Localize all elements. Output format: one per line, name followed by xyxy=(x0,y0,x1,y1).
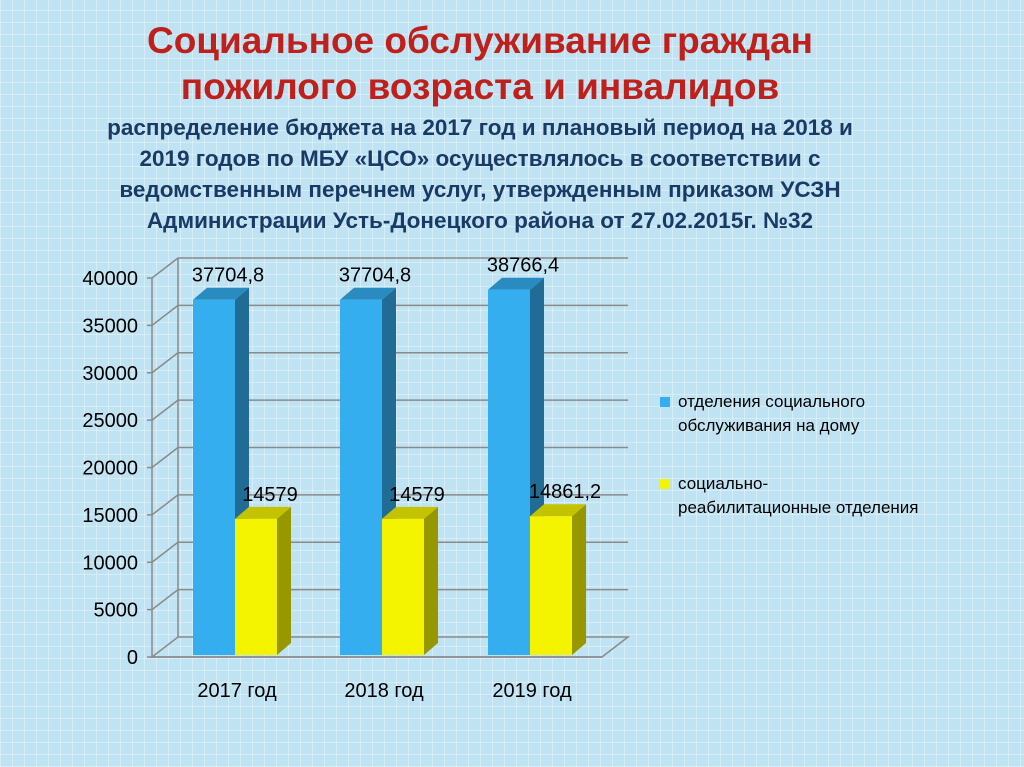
bar-rehab-2 xyxy=(382,518,424,655)
y-tick-label: 10000 xyxy=(82,552,138,574)
bar-top xyxy=(488,277,544,290)
subtitle-line-2: 2019 годов по МБУ «ЦСО» осуществлялось в… xyxy=(139,146,821,171)
y-tick-label: 40000 xyxy=(82,268,138,290)
bar-rehab-3 xyxy=(530,516,572,655)
y-tick-label: 15000 xyxy=(82,505,138,527)
title-line-1: Социальное обслуживание граждан xyxy=(146,20,814,61)
bar-side xyxy=(424,506,438,655)
gridline-side xyxy=(151,541,179,563)
gridline-side xyxy=(151,446,179,469)
data-label: 37704,8 xyxy=(192,265,264,287)
y-tick-label: 25000 xyxy=(82,410,138,432)
gridline-side xyxy=(151,304,179,326)
bar-top xyxy=(530,504,586,517)
x-category-label: 2018 год xyxy=(344,680,424,702)
bar-side xyxy=(277,506,291,655)
gridline-side xyxy=(151,589,179,611)
x-category-label: 2019 год xyxy=(492,680,572,702)
legend-label-rehab: социально-реабилитационные отделения xyxy=(678,474,919,517)
y-tick-label: 5000 xyxy=(94,600,139,622)
x-category-label: 2017 год xyxy=(197,680,277,702)
bar-home-service-1 xyxy=(193,299,235,655)
gridline-side xyxy=(151,257,179,279)
chart-labels: 37704,8 14579 2017 год 37704,8 14579 2018 год… xyxy=(192,255,601,702)
subtitle-line-1: распределение бюджета на 2017 год и план… xyxy=(107,115,853,140)
bar-rehab-1 xyxy=(235,518,277,655)
data-label: 14579 xyxy=(242,484,298,506)
data-label: 14861,2 xyxy=(529,481,601,503)
subtitle-line-4: Администрации Усть-Донецкого района от 2… xyxy=(146,208,814,233)
legend-item-rehab: социально-реабилитационные отделения xyxy=(660,472,920,520)
chart-bars xyxy=(193,277,586,655)
data-label: 14579 xyxy=(389,484,445,506)
legend-swatch-yellow xyxy=(660,479,670,489)
y-tick-label: 30000 xyxy=(82,363,138,385)
bar-top xyxy=(382,506,438,519)
y-tick-label: 20000 xyxy=(82,458,138,480)
gridline-side xyxy=(151,494,179,516)
data-label: 38766,4 xyxy=(487,255,559,277)
bar-home-service-2 xyxy=(340,299,382,655)
slide-title: Социальное обслуживание граждан пожилого… xyxy=(0,18,960,110)
y-tick-label: 0 xyxy=(127,647,138,669)
legend-item-home-service: отделения социального обслуживания на до… xyxy=(660,390,920,438)
legend-swatch-blue xyxy=(660,397,670,407)
bar-top xyxy=(235,506,291,519)
chart-legend: отделения социального обслуживания на до… xyxy=(660,390,920,554)
chart-axes: 0 5000 10000 15000 20000 25000 30000 35000 40000 xyxy=(82,268,602,669)
bar-top xyxy=(340,287,396,300)
gridline-side xyxy=(151,399,179,421)
slide-subtitle: распределение бюджета на 2017 год и план… xyxy=(20,112,940,236)
title-line-2: пожилого возраста и инвалидов xyxy=(180,66,780,107)
bar-home-service-3 xyxy=(488,289,530,655)
bar-side xyxy=(572,504,586,655)
data-label: 37704,8 xyxy=(339,265,411,287)
gridline-side xyxy=(151,352,179,374)
bar-top xyxy=(193,287,249,300)
y-tick-label: 35000 xyxy=(82,315,138,337)
subtitle-line-3: ведомственным перечнем услуг, утвержденн… xyxy=(119,177,841,202)
legend-label-home-service: отделения социального обслуживания на до… xyxy=(678,392,866,435)
